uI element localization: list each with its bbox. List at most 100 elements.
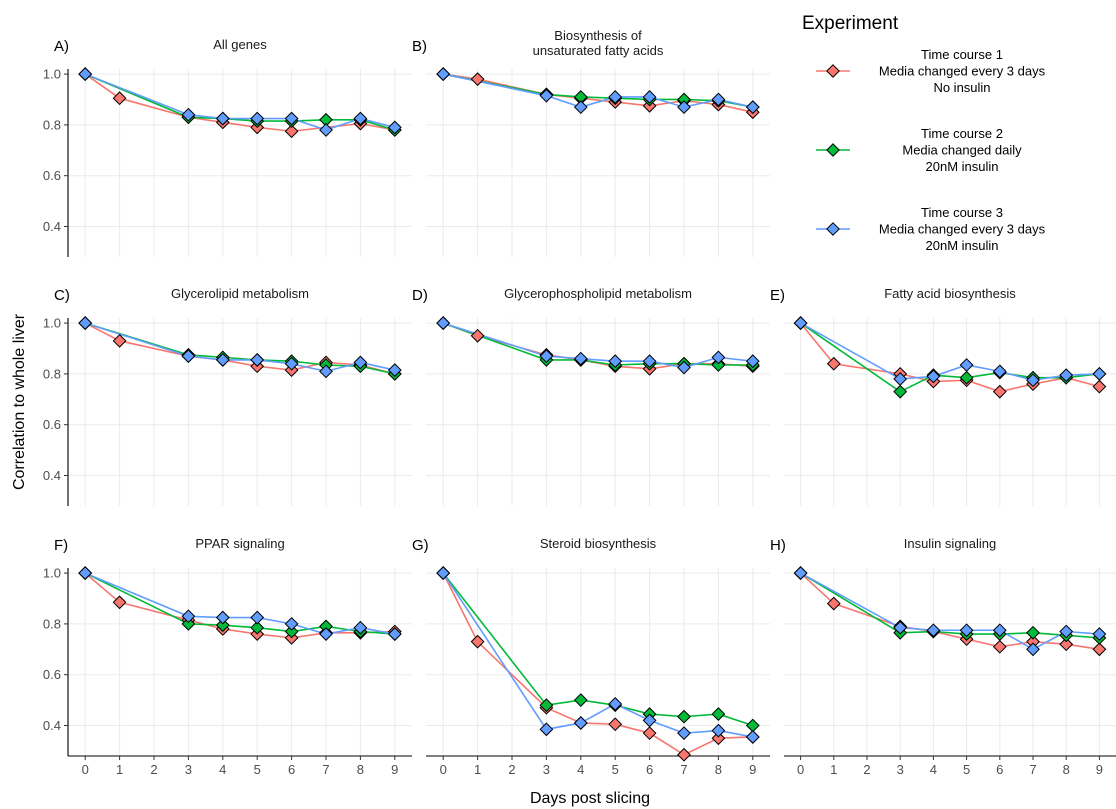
- data-point-series-2: [1026, 625, 1040, 640]
- x-tick-label: 7: [322, 762, 329, 777]
- panel-d: D) Glycerophospholipid metabolism: [412, 286, 770, 506]
- data-point-series-3: [573, 100, 588, 115]
- data-point-series-3: [181, 609, 196, 624]
- data-point-series-1: [112, 333, 127, 348]
- data-point-series-3: [215, 353, 230, 367]
- panel-label: D): [412, 287, 428, 304]
- data-point-series-1: [1092, 642, 1107, 657]
- legend-title: Experiment: [802, 13, 899, 34]
- data-point-series-2: [745, 718, 760, 733]
- data-point-series-3: [250, 353, 265, 367]
- series-line-2: [800, 572, 1100, 639]
- panel-label: E): [770, 287, 785, 304]
- data-point-series-3: [181, 349, 196, 364]
- panel-label: A): [54, 38, 69, 55]
- legend-key-marker: [826, 143, 840, 157]
- data-point-series-3: [284, 616, 299, 631]
- legend-label: Time course 2: [921, 126, 1003, 141]
- panel-label: B): [412, 38, 427, 55]
- x-tick-label: 7: [680, 762, 687, 777]
- data-point-series-1: [112, 91, 127, 106]
- data-point-series-3: [387, 363, 402, 377]
- data-point-series-3: [711, 92, 726, 107]
- data-point-series-3: [677, 726, 691, 741]
- series-line-2: [442, 572, 754, 727]
- data-point-series-3: [436, 566, 451, 580]
- series-line-1: [84, 572, 395, 639]
- x-tick-label: 2: [508, 762, 515, 777]
- panel-title: Glycerolipid metabolism: [171, 286, 309, 301]
- series-line-1: [799, 322, 1100, 393]
- data-point-series-3: [539, 88, 554, 103]
- data-point-series-3: [959, 358, 974, 372]
- data-point-series-3: [1059, 624, 1074, 639]
- legend-label: Time course 3: [921, 205, 1003, 220]
- panel-title: Steroid biosynthesis: [540, 536, 657, 551]
- x-tick-label: 2: [863, 762, 870, 777]
- panel-title: Insulin signaling: [904, 536, 997, 551]
- data-point-series-3: [608, 697, 623, 711]
- panel-title: Fatty acid biosynthesis: [884, 286, 1016, 301]
- data-point-series-3: [711, 350, 726, 365]
- panel-title: Glycerophospholipid metabolism: [504, 286, 692, 301]
- data-point-series-2: [250, 620, 265, 635]
- data-point-series-3: [319, 364, 333, 379]
- y-tick-label: 0.6: [43, 417, 61, 432]
- data-point-series-1: [642, 726, 657, 741]
- data-point-series-1: [284, 124, 299, 139]
- data-point-series-2: [573, 693, 588, 708]
- data-point-series-3: [745, 730, 760, 744]
- legend-label: Time course 1: [921, 47, 1003, 62]
- panel-title: Biosynthesis of: [554, 28, 642, 43]
- legend-key-marker: [826, 222, 840, 236]
- data-point-series-3: [181, 107, 196, 122]
- x-tick-label: 6: [646, 762, 653, 777]
- legend: Experiment Time course 1 Media changed ev…: [802, 13, 1046, 253]
- legend-label: Media changed every 3 days: [879, 222, 1046, 237]
- y-tick-label: 0.6: [43, 168, 61, 183]
- x-tick-label: 0: [797, 762, 804, 777]
- series-line-1: [442, 572, 753, 756]
- data-point-series-3: [573, 716, 588, 730]
- x-tick-label: 8: [357, 762, 364, 777]
- data-point-series-3: [387, 627, 402, 641]
- data-point-series-2: [181, 616, 196, 631]
- data-point-series-3: [539, 349, 554, 364]
- data-point-series-3: [893, 372, 908, 386]
- data-point-series-1: [826, 356, 841, 371]
- data-point-series-3: [436, 67, 451, 81]
- data-point-series-2: [893, 384, 908, 399]
- series-line-3: [800, 322, 1100, 382]
- panel-c: 0.4 0.6 0.8 1.0 C) Glycerolipid metabolism: [43, 286, 412, 506]
- data-point-series-3: [573, 351, 588, 366]
- panel-label: C): [54, 287, 70, 304]
- data-point-series-1: [1092, 379, 1107, 394]
- data-point-series-3: [250, 111, 265, 126]
- y-tick-label: 0.4: [43, 718, 61, 733]
- data-point-series-1: [470, 634, 485, 649]
- panel-label: F): [54, 537, 68, 554]
- x-tick-label: 0: [82, 762, 89, 777]
- legend-label: 20nM insulin: [926, 238, 999, 253]
- data-point-series-1: [1059, 637, 1074, 652]
- data-point-series-1: [470, 72, 485, 87]
- data-point-series-3: [745, 354, 760, 369]
- data-point-series-3: [539, 722, 554, 737]
- x-tick-label: 2: [150, 762, 157, 777]
- panel-title: PPAR signaling: [195, 536, 284, 551]
- series-line-1: [443, 73, 753, 113]
- data-point-series-2: [711, 358, 726, 372]
- y-tick-label: 1.0: [43, 316, 61, 331]
- data-point-series-3: [78, 67, 93, 81]
- data-point-series-1: [470, 328, 485, 343]
- data-point-series-3: [711, 723, 726, 738]
- data-point-series-3: [436, 316, 451, 330]
- panel-title: All genes: [213, 37, 267, 52]
- x-tick-label: 6: [288, 762, 295, 777]
- legend-label: 20nM insulin: [926, 159, 999, 174]
- data-point-series-1: [992, 639, 1007, 654]
- data-point-series-1: [608, 717, 623, 732]
- data-point-series-3: [353, 355, 368, 370]
- x-tick-label: 1: [116, 762, 123, 777]
